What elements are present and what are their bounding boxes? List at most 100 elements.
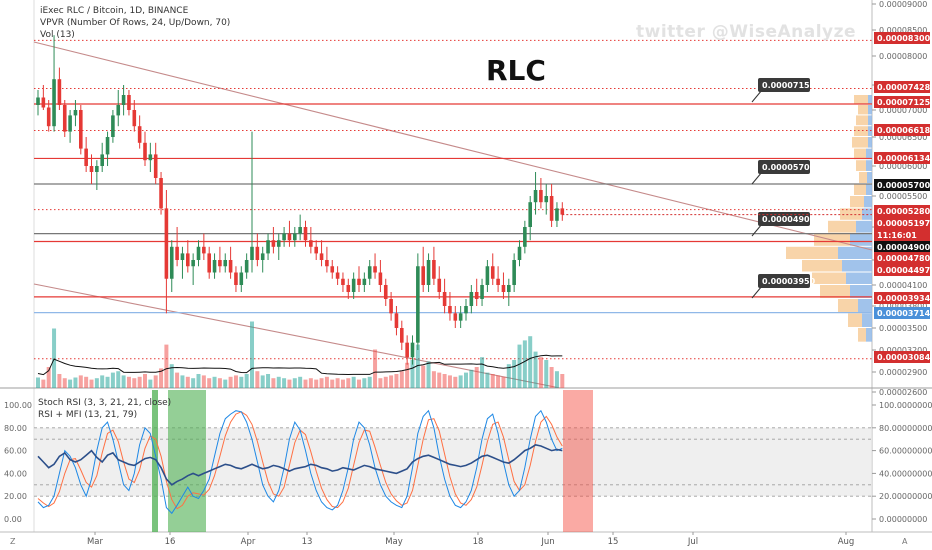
candle-body[interactable]: [148, 154, 153, 161]
candle-body[interactable]: [474, 292, 479, 299]
candle-body[interactable]: [271, 240, 276, 247]
price-label[interactable]: 0.00004780: [874, 252, 931, 264]
candle-body[interactable]: [448, 306, 452, 314]
candle-body[interactable]: [244, 260, 249, 273]
candle-body[interactable]: [73, 110, 78, 116]
candle-body[interactable]: [159, 178, 163, 209]
candle-body[interactable]: [325, 260, 329, 267]
price-callout[interactable]: 0.00003950: [751, 274, 816, 299]
candle-body[interactable]: [367, 266, 372, 279]
candle-body[interactable]: [442, 292, 447, 306]
price-callout[interactable]: 0.00005700: [751, 160, 816, 185]
candle-body[interactable]: [111, 115, 115, 137]
candle-body[interactable]: [555, 208, 559, 221]
candle-body[interactable]: [496, 278, 500, 285]
candle-body[interactable]: [341, 278, 345, 285]
candle-body[interactable]: [62, 105, 67, 132]
candle-body[interactable]: [410, 342, 415, 358]
candle-body[interactable]: [153, 154, 158, 178]
candle-body[interactable]: [507, 285, 511, 292]
candle-body[interactable]: [121, 95, 126, 105]
candle-body[interactable]: [464, 306, 468, 314]
candle-body[interactable]: [95, 166, 99, 172]
candle-body[interactable]: [405, 342, 409, 358]
candle-body[interactable]: [437, 278, 442, 292]
candle-body[interactable]: [191, 260, 195, 267]
candle-body[interactable]: [57, 79, 62, 105]
candle-body[interactable]: [378, 272, 383, 286]
candle-body[interactable]: [309, 240, 313, 247]
candle-body[interactable]: [533, 190, 538, 203]
candle-body[interactable]: [330, 266, 335, 273]
candle-body[interactable]: [421, 266, 425, 285]
candle-body[interactable]: [383, 285, 388, 299]
candle-body[interactable]: [293, 233, 297, 241]
candle-body[interactable]: [89, 166, 94, 172]
price-label[interactable]: 0.00007428: [874, 81, 931, 93]
candle-body[interactable]: [458, 313, 463, 321]
candle-body[interactable]: [490, 266, 495, 279]
candle-body[interactable]: [52, 79, 56, 127]
candle-body[interactable]: [357, 278, 361, 285]
candle-body[interactable]: [432, 260, 436, 279]
candle-body[interactable]: [453, 313, 458, 321]
volume-legend[interactable]: Vol (13): [40, 30, 75, 40]
price-label[interactable]: 0.00004497: [874, 264, 930, 276]
candle-body[interactable]: [186, 253, 190, 267]
price-label[interactable]: 0.00006618: [874, 124, 931, 136]
candle-body[interactable]: [303, 227, 308, 241]
price-callout[interactable]: 0.00004900: [751, 212, 816, 237]
candle-body[interactable]: [314, 246, 318, 254]
price-label[interactable]: 0.00005700: [874, 179, 931, 191]
candle-body[interactable]: [196, 246, 201, 260]
price-label[interactable]: 11:16:01: [874, 229, 930, 241]
candle-body[interactable]: [127, 95, 131, 110]
candle-body[interactable]: [416, 266, 420, 343]
candle-body[interactable]: [373, 266, 377, 273]
candle-body[interactable]: [260, 253, 265, 260]
candle-body[interactable]: [79, 110, 83, 149]
candle-body[interactable]: [266, 240, 270, 254]
price-label[interactable]: 0.00008300: [874, 32, 931, 44]
candle-body[interactable]: [132, 110, 137, 127]
candle-body[interactable]: [234, 272, 238, 286]
price-callout[interactable]: 0.00007150: [751, 78, 816, 103]
candle-body[interactable]: [169, 246, 174, 279]
candle-body[interactable]: [544, 196, 549, 203]
candle-body[interactable]: [41, 97, 46, 108]
candle-body[interactable]: [46, 107, 51, 127]
candle-body[interactable]: [346, 285, 351, 292]
candle-body[interactable]: [164, 208, 169, 279]
candle-body[interactable]: [501, 285, 506, 292]
candle-body[interactable]: [469, 292, 474, 306]
candle-body[interactable]: [228, 260, 233, 273]
candle-body[interactable]: [298, 227, 302, 234]
candle-body[interactable]: [36, 97, 40, 106]
symbol-legend[interactable]: iExec RLC / Bitcoin, 1D, BINANCE: [40, 6, 189, 16]
candle-body[interactable]: [207, 253, 211, 273]
candle-body[interactable]: [143, 142, 147, 161]
candle-body[interactable]: [394, 313, 399, 328]
candle-body[interactable]: [517, 246, 522, 260]
candle-body[interactable]: [389, 299, 393, 314]
candle-body[interactable]: [68, 115, 72, 132]
price-label[interactable]: 0.00005197: [874, 217, 930, 229]
candle-body[interactable]: [250, 246, 254, 260]
price-label[interactable]: 0.00003714: [874, 307, 931, 319]
candle-body[interactable]: [549, 196, 554, 221]
candle-body[interactable]: [523, 227, 527, 247]
stoch-rsi-legend[interactable]: Stoch RSI (3, 3, 21, 21, close): [38, 398, 172, 408]
candle-body[interactable]: [512, 260, 516, 285]
candle-body[interactable]: [282, 233, 286, 241]
candle-body[interactable]: [137, 126, 142, 143]
candle-body[interactable]: [239, 272, 244, 286]
candle-body[interactable]: [351, 278, 356, 292]
candle-body[interactable]: [180, 253, 185, 260]
candle-body[interactable]: [539, 190, 543, 203]
candle-body[interactable]: [84, 148, 88, 166]
candle-body[interactable]: [287, 233, 292, 241]
candle-body[interactable]: [528, 202, 532, 227]
price-label[interactable]: 0.00006134: [874, 152, 931, 164]
